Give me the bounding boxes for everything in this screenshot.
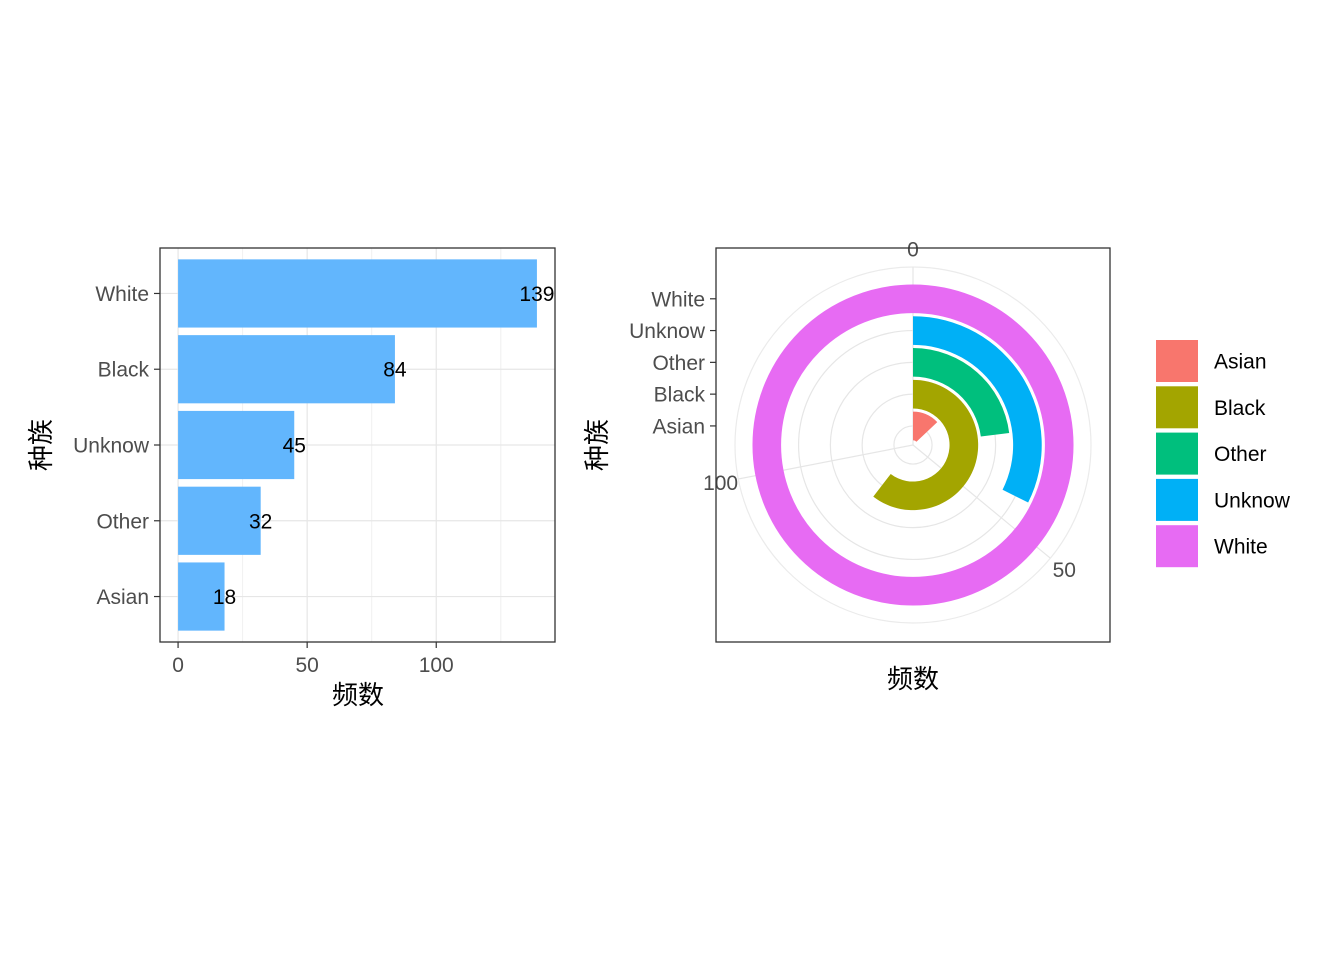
legend-label-asian: Asian xyxy=(1214,351,1267,374)
polar-y-axis-title: 种族 xyxy=(582,419,612,471)
bar-x-tick-label: 100 xyxy=(419,654,454,677)
polar-y-tick-label: Black xyxy=(654,384,706,407)
polar-bar-asian xyxy=(913,411,938,442)
polar-y-tick-label: Unknow xyxy=(629,320,706,343)
bar-y-tick-label: White xyxy=(95,283,149,306)
polar-theta-ticks: 0 50 100 xyxy=(703,239,1076,583)
legend-key-other xyxy=(1156,432,1198,475)
bar-data-label: 45 xyxy=(283,435,306,458)
bar-x-tick-label: 50 xyxy=(295,654,318,677)
bar-marks: 139 84 45 32 18 xyxy=(178,259,554,631)
polar-bar-unknow xyxy=(913,316,1042,503)
bar-y-axis: White Black Unknow Other Asian xyxy=(73,283,160,609)
polar-y-tick-label: White xyxy=(651,288,705,311)
bar-x-axis-title: 频数 xyxy=(332,680,384,710)
bar-chart: 139 84 45 32 18 White Black Unknow Other Asian 0… xyxy=(26,247,556,710)
polar-y-axis: Asian Black Other Unknow White xyxy=(629,288,716,438)
bar-y-axis-title: 种族 xyxy=(26,419,56,471)
bar-x-axis: 0 50 100 xyxy=(172,642,454,677)
bar-black xyxy=(178,335,395,404)
bar-other xyxy=(178,486,261,555)
polar-theta-tick-label: 100 xyxy=(703,472,738,495)
polar-marks xyxy=(752,284,1074,606)
polar-panel-border xyxy=(715,247,1111,643)
bar-x-tick-label: 0 xyxy=(172,654,184,677)
polar-theta-tick-label: 50 xyxy=(1053,559,1076,582)
legend-label-white: White xyxy=(1214,536,1268,559)
legend-key-white xyxy=(1156,525,1198,568)
bar-y-tick-label: Other xyxy=(96,510,149,533)
bar-data-label: 84 xyxy=(383,359,407,382)
bar-unknow xyxy=(178,410,295,480)
bar-y-tick-label: Unknow xyxy=(73,435,150,458)
polar-bar-other xyxy=(913,348,1010,437)
bar-asian xyxy=(178,562,225,631)
legend-label-unknow: Unknow xyxy=(1214,489,1291,512)
bar-y-tick-label: Black xyxy=(98,359,150,382)
polar-y-tick-label: Other xyxy=(652,352,705,375)
bar-data-label: 18 xyxy=(213,586,236,609)
legend: Asian Black Other Unknow White xyxy=(1156,340,1291,568)
legend-key-asian xyxy=(1156,340,1198,382)
polar-bar-black xyxy=(873,379,979,511)
bar-data-label: 139 xyxy=(519,283,554,306)
bar-y-tick-label: Asian xyxy=(96,586,149,609)
polar-y-tick-label: Asian xyxy=(652,415,705,438)
polar-theta-tick-label: 0 xyxy=(907,239,919,262)
legend-key-unknow xyxy=(1156,478,1198,521)
bar-data-label: 32 xyxy=(249,510,272,533)
polar-bar-white xyxy=(752,284,1074,606)
legend-key-black xyxy=(1156,386,1198,429)
bar-white xyxy=(178,259,537,328)
legend-label-other: Other xyxy=(1214,443,1267,466)
legend-label-black: Black xyxy=(1214,397,1266,420)
polar-x-axis-title: 频数 xyxy=(887,664,939,694)
